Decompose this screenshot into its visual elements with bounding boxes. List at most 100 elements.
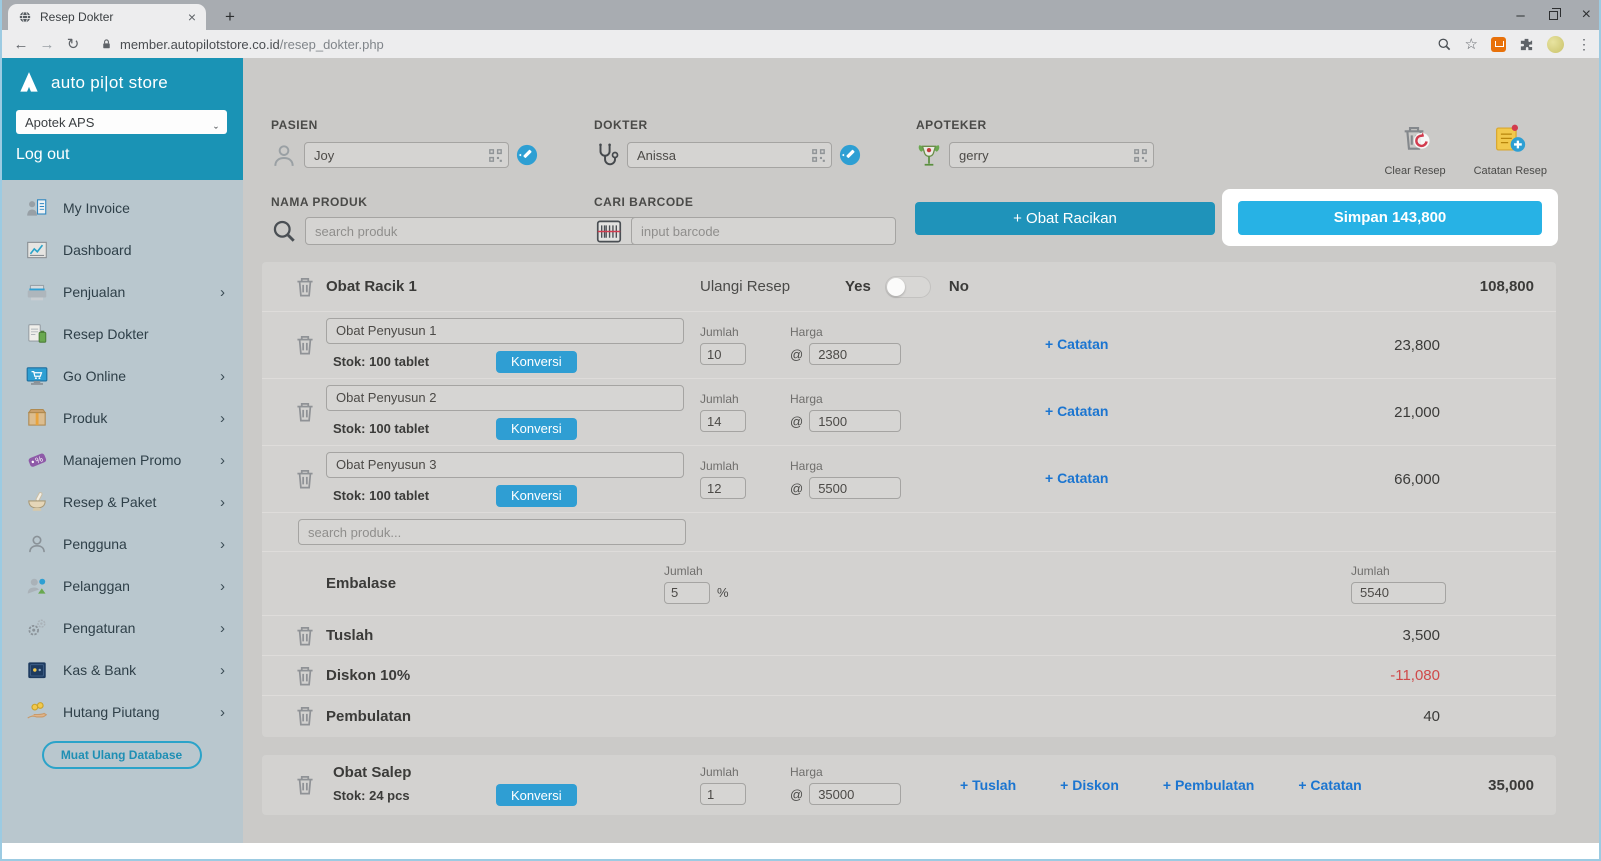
penyusun-name-input[interactable] [326, 384, 684, 411]
window-close-button[interactable]: × [1581, 6, 1591, 23]
catatan-resep-button[interactable]: Catatan Resep [1474, 122, 1547, 177]
edit-dokter-button[interactable] [839, 144, 861, 166]
window-minimize-button[interactable]: – [1516, 6, 1525, 24]
tab-close-icon[interactable]: × [187, 9, 196, 25]
clear-resep-button[interactable]: Clear Resep [1384, 122, 1446, 177]
add-catatan-link[interactable]: + Catatan [1045, 336, 1109, 352]
clear-resep-icon [1403, 126, 1430, 150]
nama-produk-group: NAMA PRODUK [271, 195, 685, 245]
sidebar-item-penjualan[interactable]: Penjualan › [0, 271, 243, 313]
delete-pembulatan-icon[interactable] [292, 703, 318, 729]
online-store-icon [26, 367, 48, 385]
jumlah-input[interactable] [700, 783, 746, 805]
add-catatan-link[interactable]: + Catatan [1045, 470, 1109, 486]
sidebar-item-label: Hutang Piutang [63, 704, 160, 720]
profile-avatar[interactable] [1547, 35, 1564, 53]
apoteker-input[interactable] [949, 142, 1154, 168]
browser-tab[interactable]: Resep Dokter × [8, 4, 206, 30]
toggle-knob [886, 277, 905, 296]
new-tab-button[interactable]: + [225, 7, 235, 26]
add-catatan-link[interactable]: + Catatan [1045, 403, 1109, 419]
pharmacist-icon [918, 145, 940, 166]
sidebar-item-kas-bank[interactable]: Kas & Bank › [0, 649, 243, 691]
barcode-icon [596, 220, 622, 242]
konversi-button[interactable]: Konversi [496, 784, 577, 806]
edit-pasien-button[interactable] [516, 144, 538, 166]
jumlah-input[interactable] [700, 410, 746, 432]
embalase-percent-input[interactable] [664, 581, 710, 604]
sidebar-item-produk[interactable]: Produk › [0, 397, 243, 439]
add-pembulatan-link[interactable]: + Pembulatan [1162, 777, 1255, 793]
obat-racikan-button[interactable]: + Obat Racikan [915, 202, 1215, 235]
qr-scan-icon[interactable] [810, 147, 827, 164]
dokter-input[interactable] [627, 142, 832, 168]
simpan-button[interactable]: Simpan 143,800 [1238, 200, 1542, 235]
harga-input[interactable] [809, 783, 902, 805]
bookmark-star-icon[interactable]: ☆ [1464, 36, 1478, 53]
tuslah-row: Tuslah 3,500 [262, 616, 1556, 656]
jumlah-input[interactable] [700, 343, 746, 365]
harga-input[interactable] [809, 343, 902, 365]
konversi-button[interactable]: Konversi [496, 350, 577, 373]
delete-tuslah-icon[interactable] [292, 623, 318, 649]
salep-amount: 35,000 [1488, 776, 1534, 794]
back-button[interactable]: ← [13, 35, 29, 53]
zoom-icon[interactable] [1437, 37, 1452, 52]
sidebar-item-pelanggan[interactable]: Pelanggan › [0, 565, 243, 607]
sidebar-header: auto pi|ot store Apotek APS ˬ Log out [0, 58, 243, 180]
reload-button[interactable]: ↻ [66, 36, 80, 53]
delete-item-icon[interactable] [292, 399, 318, 425]
qr-scan-icon[interactable] [487, 147, 504, 164]
stok-label: Stok: 100 tablet [333, 354, 430, 369]
stethoscope-icon [599, 143, 619, 166]
store-select[interactable]: Apotek APS ˬ [16, 110, 227, 134]
barcode-input[interactable] [631, 217, 896, 245]
resep-actions: Clear Resep Catatan Resep [1384, 122, 1547, 177]
sidebar-item-pengguna[interactable]: Pengguna › [0, 523, 243, 565]
reload-database-button[interactable]: Muat Ulang Database [41, 741, 202, 769]
sidebar-item-go-online[interactable]: Go Online › [0, 355, 243, 397]
address-bar[interactable]: member.autopilotstore.co.id/resep_dokter… [100, 37, 1437, 52]
forward-button[interactable]: → [39, 35, 55, 53]
window-maximize-button[interactable] [1548, 7, 1561, 20]
delete-item-icon[interactable] [292, 332, 318, 358]
sidebar-item-pengaturan[interactable]: Pengaturan › [0, 607, 243, 649]
search-produk-input[interactable] [305, 217, 685, 245]
sidebar-item-resep-dokter[interactable]: Resep Dokter [0, 313, 243, 355]
sidebar-item-dashboard[interactable]: Dashboard [0, 229, 243, 271]
pasien-group: PASIEN [271, 118, 538, 169]
konversi-button[interactable]: Konversi [496, 417, 577, 440]
jumlah-input[interactable] [700, 477, 746, 499]
ulangi-resep-toggle[interactable] [884, 275, 931, 298]
add-catatan-link[interactable]: + Catatan [1298, 777, 1362, 793]
sidebar-item-my-invoice[interactable]: My Invoice [0, 187, 243, 229]
penyusun-name-input[interactable] [326, 451, 684, 478]
shop-extension-icon[interactable] [1491, 36, 1506, 52]
chevron-right-icon: › [220, 577, 225, 595]
embalase-row: Embalase Jumlah % Jumlah [262, 552, 1556, 616]
sidebar-item-hutang-piutang[interactable]: Hutang Piutang › [0, 691, 243, 733]
tab-strip: Resep Dokter × + – × [0, 0, 1601, 30]
sidebar-item-resep-paket[interactable]: Resep & Paket › [0, 481, 243, 523]
sidebar-item-manajemen-promo[interactable]: % Manajemen Promo › [0, 439, 243, 481]
qr-scan-icon[interactable] [1132, 147, 1149, 164]
add-tuslah-link[interactable]: + Tuslah [960, 777, 1017, 793]
konversi-button[interactable]: Konversi [496, 484, 577, 507]
delete-racik-icon[interactable] [292, 274, 318, 300]
embalase-amount-input[interactable] [1351, 581, 1446, 604]
harga-input[interactable] [809, 477, 902, 499]
racik-search-produk-input[interactable] [298, 519, 686, 545]
extensions-puzzle-icon[interactable] [1519, 37, 1534, 52]
printer-icon [27, 284, 47, 301]
penyusun-name-input[interactable] [326, 317, 684, 344]
delete-item-icon[interactable] [292, 466, 318, 492]
browser-menu-icon[interactable]: ⋮ [1577, 35, 1591, 52]
percent-sign: % [717, 585, 729, 600]
delete-salep-icon[interactable] [292, 772, 318, 798]
pasien-input[interactable] [304, 142, 509, 168]
add-diskon-link[interactable]: + Diskon [1060, 777, 1119, 793]
logout-link[interactable]: Log out [16, 146, 70, 163]
harga-input[interactable] [809, 410, 902, 432]
delete-diskon-icon[interactable] [292, 663, 318, 689]
